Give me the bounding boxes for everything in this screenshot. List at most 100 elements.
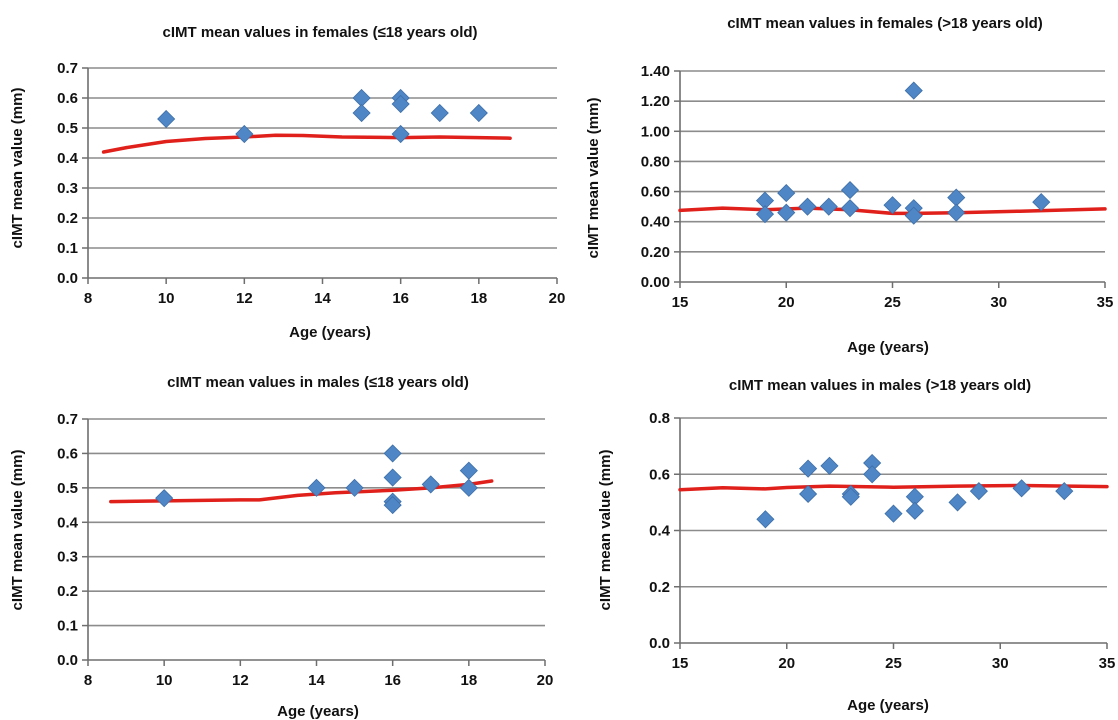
y-axis-label: cIMT mean value (mm) <box>9 88 26 249</box>
data-point <box>840 180 860 200</box>
y-tick-label: 0.20 <box>641 244 670 261</box>
data-point <box>391 124 410 144</box>
data-point <box>1032 193 1051 212</box>
y-tick-label: 0.8 <box>649 410 670 427</box>
x-tick-label: 35 <box>1099 655 1116 672</box>
chart-panel-males-over-18: cIMT mean values in males (>18 years old… <box>597 377 1115 714</box>
x-axis-label: Age (years) <box>277 703 359 720</box>
data-point <box>383 444 402 463</box>
y-tick-label: 0.5 <box>57 120 78 137</box>
x-tick-label: 15 <box>672 294 689 311</box>
data-point <box>905 501 924 520</box>
y-tick-label: 0.6 <box>649 466 670 483</box>
x-tick-label: 20 <box>778 294 795 311</box>
y-tick-label: 0.6 <box>57 90 78 107</box>
data-point <box>799 459 818 478</box>
chart-title: cIMT mean values in females (≤18 years o… <box>162 24 477 41</box>
data-point <box>383 496 402 515</box>
y-tick-label: 0.4 <box>57 150 79 167</box>
data-point <box>799 484 818 504</box>
data-point <box>756 510 775 529</box>
y-tick-label: 0.80 <box>641 153 670 170</box>
x-tick-label: 35 <box>1097 294 1114 311</box>
data-point <box>884 504 903 523</box>
x-tick-label: 8 <box>84 290 92 307</box>
chart-title: cIMT mean values in males (≤18 years old… <box>167 374 469 391</box>
data-point <box>904 206 923 225</box>
y-tick-label: 0.40 <box>641 214 670 231</box>
y-axis-label: cIMT mean value (mm) <box>585 98 602 259</box>
y-tick-label: 0.2 <box>57 583 78 600</box>
y-axis-label: cIMT mean value (mm) <box>9 450 26 611</box>
data-point <box>1012 479 1031 498</box>
data-point <box>155 489 174 508</box>
x-tick-label: 30 <box>990 294 1007 311</box>
data-point <box>459 478 478 497</box>
x-tick-label: 14 <box>308 672 325 689</box>
y-tick-label: 0.1 <box>57 240 78 257</box>
x-tick-label: 20 <box>537 672 554 689</box>
x-tick-label: 10 <box>158 290 175 307</box>
chart-panel-females-18-and-under: cIMT mean values in females (≤18 years o… <box>9 24 565 341</box>
y-tick-label: 0.0 <box>649 635 670 652</box>
trend-line <box>101 133 512 154</box>
data-point <box>947 203 966 222</box>
data-point <box>469 103 488 123</box>
x-tick-label: 20 <box>549 290 566 307</box>
y-tick-label: 0.4 <box>649 523 671 540</box>
x-axis-label: Age (years) <box>289 324 371 341</box>
y-tick-label: 0.5 <box>57 480 78 497</box>
x-tick-label: 18 <box>460 672 477 689</box>
data-point <box>235 124 254 144</box>
x-tick-label: 12 <box>236 290 253 307</box>
y-tick-label: 0.3 <box>57 180 78 197</box>
data-point <box>307 478 326 497</box>
data-point <box>777 203 796 222</box>
data-point <box>798 197 817 216</box>
data-point <box>948 493 967 512</box>
data-point <box>777 184 796 203</box>
x-axis-label: Age (years) <box>847 339 929 356</box>
chart-title: cIMT mean values in males (>18 years old… <box>729 377 1031 394</box>
data-point <box>863 465 882 484</box>
x-tick-label: 25 <box>884 294 901 311</box>
x-tick-label: 14 <box>314 290 331 307</box>
x-tick-label: 16 <box>384 672 401 689</box>
chart-panel-females-over-18: cIMT mean values in females (>18 years o… <box>585 15 1113 356</box>
data-point <box>421 475 440 494</box>
data-point <box>345 478 364 497</box>
data-point <box>352 103 371 123</box>
y-tick-label: 0.60 <box>641 184 670 201</box>
x-tick-label: 16 <box>392 290 409 307</box>
x-tick-label: 8 <box>84 672 92 689</box>
y-tick-label: 1.20 <box>641 93 670 110</box>
trend-line <box>678 206 1107 216</box>
data-point <box>841 487 860 506</box>
y-tick-label: 1.00 <box>641 123 670 140</box>
x-tick-label: 10 <box>156 672 173 689</box>
x-tick-label: 18 <box>470 290 487 307</box>
data-point <box>883 196 902 215</box>
data-point <box>157 109 176 129</box>
data-point <box>840 199 860 218</box>
y-tick-label: 0.0 <box>57 270 78 287</box>
data-point <box>820 456 839 475</box>
chart-title: cIMT mean values in females (>18 years o… <box>727 15 1043 32</box>
y-tick-label: 0.1 <box>57 618 78 635</box>
data-point <box>1055 482 1074 501</box>
y-tick-label: 0.2 <box>57 210 78 227</box>
y-axis-label: cIMT mean value (mm) <box>597 450 614 611</box>
x-tick-label: 25 <box>885 655 902 672</box>
data-point <box>391 94 410 114</box>
y-tick-label: 0.7 <box>57 60 78 77</box>
chart-panel-males-18-and-under: cIMT mean values in males (≤18 years old… <box>9 374 553 720</box>
x-tick-label: 20 <box>778 655 795 672</box>
x-tick-label: 30 <box>992 655 1009 672</box>
data-point <box>819 197 838 216</box>
y-tick-label: 0.2 <box>649 579 670 596</box>
data-point <box>969 482 988 501</box>
trend-line <box>678 483 1109 492</box>
x-tick-label: 15 <box>672 655 689 672</box>
y-tick-label: 0.3 <box>57 549 78 566</box>
